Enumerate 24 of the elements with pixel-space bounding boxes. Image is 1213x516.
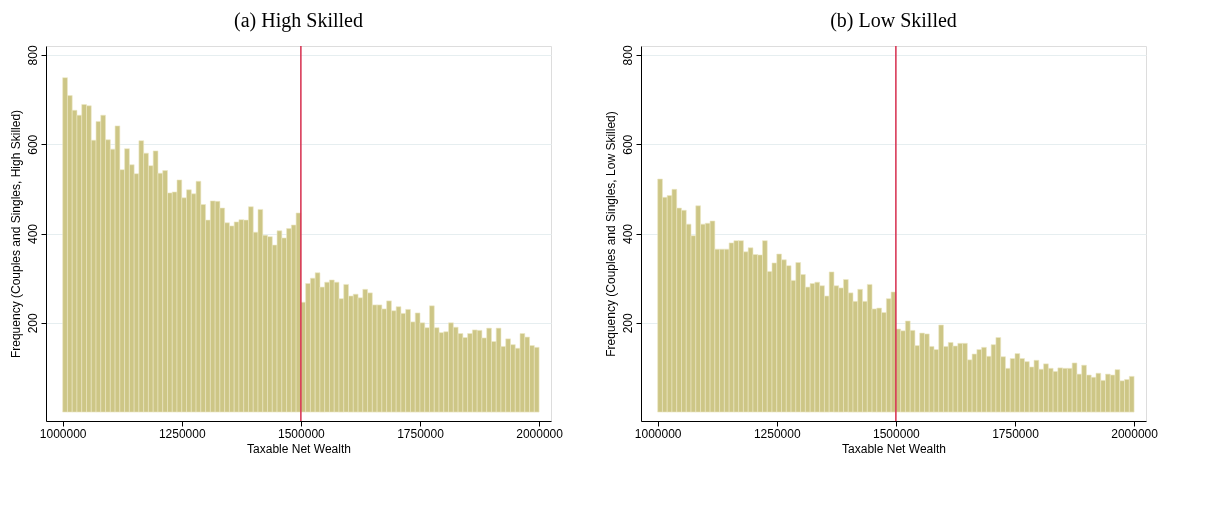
y-tick-label: 800 xyxy=(620,45,635,66)
chart-title: (a) High Skilled xyxy=(234,8,363,32)
y-axis-title: Frequency (Couples and Singles, Low Skilled) xyxy=(603,111,618,357)
y-tick-label: 200 xyxy=(620,312,635,334)
y-tick-label: 400 xyxy=(25,223,40,245)
y-tick-label: 800 xyxy=(25,45,40,66)
x-tick-label: 1250000 xyxy=(753,426,801,441)
x-tick-label: 1750000 xyxy=(992,426,1040,441)
x-tick-label: 1000000 xyxy=(634,426,682,441)
x-tick-label: 1500000 xyxy=(873,426,921,441)
y-tick-label: 400 xyxy=(620,223,635,245)
y-tick-label: 600 xyxy=(25,134,40,155)
y-axis-title: Frequency (Couples and Singles, High Skilled) xyxy=(8,109,23,359)
chart-title: (b) Low Skilled xyxy=(830,8,957,32)
x-tick-label: 1250000 xyxy=(158,426,206,441)
x-tick-label: 1750000 xyxy=(397,426,445,441)
x-tick-label: 2000000 xyxy=(1111,426,1159,441)
x-tick-label: 1500000 xyxy=(278,426,326,441)
x-tick-label: 1000000 xyxy=(39,426,87,441)
y-tick-label: 200 xyxy=(25,312,40,334)
y-tick-label: 600 xyxy=(620,134,635,155)
x-axis-title: Taxable Net Wealth xyxy=(247,441,351,456)
x-axis-title: Taxable Net Wealth xyxy=(842,441,946,456)
x-tick-label: 2000000 xyxy=(516,426,564,441)
